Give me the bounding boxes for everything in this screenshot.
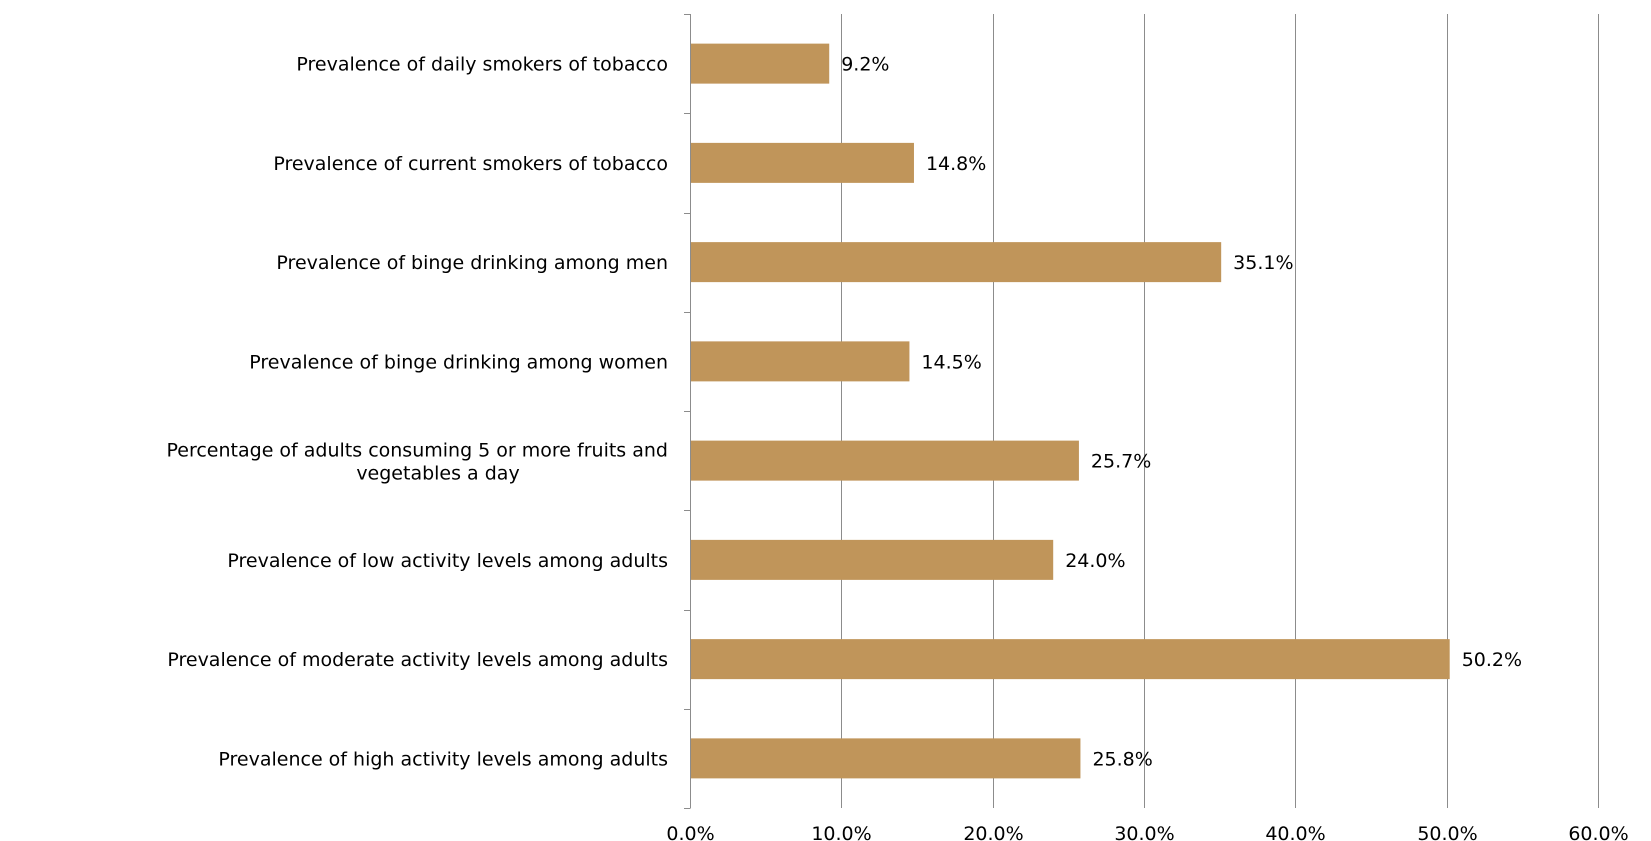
bar — [691, 738, 1081, 779]
bar — [691, 440, 1079, 481]
x-tick-label: 60.0% — [1568, 823, 1628, 841]
x-tick-label: 30.0% — [1114, 823, 1174, 841]
data-label: 25.8% — [1092, 748, 1152, 770]
category-label: Prevalence of moderate activity levels a… — [167, 649, 668, 671]
data-label: 25.7% — [1091, 451, 1151, 473]
category-labels: Prevalence of daily smokers of tobacco Pr… — [167, 54, 669, 771]
category-label: Prevalence of binge drinking among men — [276, 252, 668, 274]
data-label: 50.2% — [1462, 649, 1522, 671]
bar — [691, 639, 1450, 680]
data-label: 14.8% — [926, 153, 986, 175]
data-label: 14.5% — [921, 351, 981, 373]
bar — [691, 142, 914, 183]
bar — [691, 539, 1054, 580]
x-tick-labels: 0.0% 10.0% 20.0% 30.0% 40.0% 50.0% 60.0% — [666, 823, 1628, 841]
data-label: 35.1% — [1233, 252, 1293, 274]
category-label: Prevalence of daily smokers of tobacco — [296, 54, 668, 76]
x-tick-label: 50.0% — [1417, 823, 1477, 841]
category-label: Prevalence of current smokers of tobacco — [273, 153, 668, 175]
category-label: Prevalence of binge drinking among women — [249, 351, 668, 373]
data-label: 9.2% — [841, 54, 889, 76]
bar — [691, 341, 910, 382]
axes — [684, 14, 691, 809]
data-label: 24.0% — [1065, 550, 1125, 572]
data-labels: 9.2% 14.8% 35.1% 14.5% 25.7% 24.0% 50.2% 25.8% — [841, 54, 1522, 771]
x-tick-label: 40.0% — [1265, 823, 1325, 841]
category-label: Percentage of adults consuming 5 or more… — [167, 440, 669, 485]
bar — [691, 242, 1222, 283]
category-label: Prevalence of high activity levels among… — [218, 748, 668, 770]
gridlines — [841, 14, 1599, 808]
x-tick-label: 20.0% — [963, 823, 1023, 841]
bars — [691, 43, 1450, 779]
x-tick-label: 10.0% — [811, 823, 871, 841]
bar — [691, 43, 830, 84]
x-tick-label: 0.0% — [666, 823, 714, 841]
category-label: Prevalence of low activity levels among … — [227, 550, 668, 572]
